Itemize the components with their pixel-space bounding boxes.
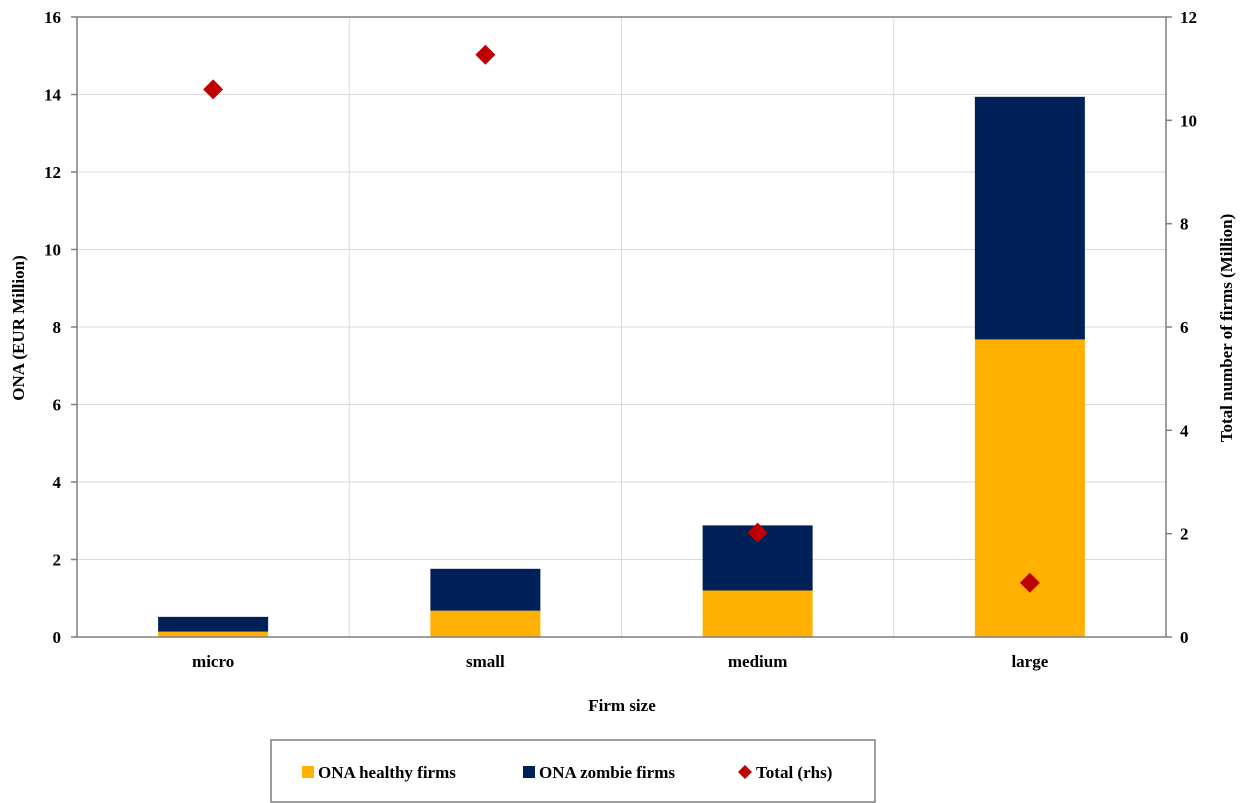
- bar-zombie-small: [430, 568, 541, 611]
- y-axis-title: ONA (EUR Million): [9, 255, 28, 400]
- y-tick-label: 16: [44, 8, 61, 27]
- y-axis-ticks: 0 2 4 6 8 10 12 14 16: [44, 8, 77, 647]
- bar-zombie-micro: [158, 616, 269, 632]
- grid: [77, 17, 1166, 637]
- y2-axis-ticks: 0 2 4 6 8 10 12: [1166, 8, 1197, 647]
- legend: ONA healthy firms ONA zombie firms Total…: [270, 739, 876, 803]
- y2-axis-title: Total number of firms (Million): [1217, 214, 1236, 443]
- bar-zombie-large: [974, 96, 1085, 340]
- y2-tick-label: 4: [1180, 421, 1189, 440]
- y2-tick-label: 6: [1180, 318, 1189, 337]
- y-tick-label: 10: [44, 241, 61, 260]
- legend-marker-total: [738, 765, 752, 779]
- legend-label-zombie: ONA zombie firms: [539, 763, 675, 782]
- y-tick-label: 14: [44, 86, 62, 105]
- x-tick-label: micro: [192, 652, 234, 671]
- legend-swatch-healthy: [302, 766, 314, 778]
- y2-tick-label: 2: [1180, 525, 1189, 544]
- marker-total-micro: [203, 79, 224, 100]
- marker-total-medium: [747, 522, 768, 543]
- bars: [158, 96, 1085, 637]
- y2-tick-label: 12: [1180, 8, 1197, 27]
- x-tick-label: large: [1011, 652, 1048, 671]
- y2-tick-label: 0: [1180, 628, 1189, 647]
- marker-total-large: [1019, 572, 1040, 593]
- y2-tick-label: 8: [1180, 215, 1189, 234]
- x-tick-label: small: [466, 652, 505, 671]
- y-tick-label: 12: [44, 163, 61, 182]
- legend-label-total: Total (rhs): [756, 763, 832, 782]
- y-tick-label: 8: [53, 318, 62, 337]
- marker-total-small: [475, 44, 496, 65]
- legend-label-healthy: ONA healthy firms: [318, 763, 456, 782]
- x-axis-ticks: micro small medium large: [192, 652, 1049, 671]
- legend-box: [270, 739, 876, 803]
- legend-swatch-zombie: [523, 766, 535, 778]
- bar-healthy-micro: [158, 631, 269, 637]
- x-axis-title: Firm size: [588, 696, 656, 715]
- markers: [203, 44, 1040, 593]
- y-tick-label: 2: [53, 551, 62, 570]
- y-tick-label: 4: [53, 473, 62, 492]
- x-tick-label: medium: [728, 652, 788, 671]
- y-tick-label: 6: [53, 396, 62, 415]
- y2-tick-label: 10: [1180, 111, 1197, 130]
- bar-healthy-small: [430, 610, 541, 637]
- y-tick-label: 0: [53, 628, 62, 647]
- bar-healthy-medium: [702, 590, 813, 637]
